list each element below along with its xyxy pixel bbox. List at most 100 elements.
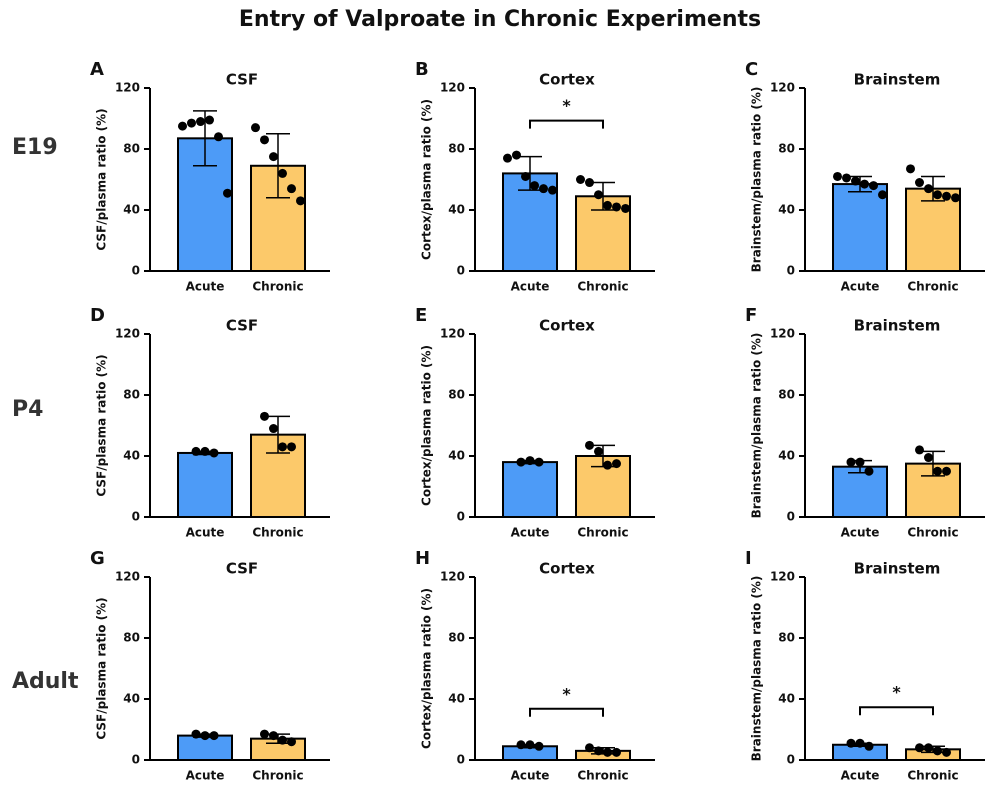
y-tick-label: 80	[123, 142, 140, 156]
chart-title: CSF	[226, 71, 258, 89]
panel-letter: F	[745, 305, 757, 326]
chart-title: Brainstem	[854, 560, 941, 578]
axes	[804, 334, 985, 518]
chart-title: Brainstem	[854, 71, 941, 89]
data-point	[205, 115, 214, 125]
y-tick-label: 40	[778, 449, 795, 463]
bar	[502, 461, 558, 519]
x-tick-label: Chronic	[252, 526, 303, 540]
data-point	[209, 731, 219, 741]
y-tick-label: 40	[448, 692, 465, 706]
data-point	[924, 453, 933, 463]
axes	[474, 577, 655, 761]
data-point	[585, 743, 594, 753]
axes	[474, 88, 655, 272]
data-point	[594, 446, 603, 456]
bar	[905, 187, 961, 272]
x-tick-label: Chronic	[907, 280, 958, 294]
y-tick-label: 0	[787, 510, 795, 524]
data-point	[512, 150, 521, 160]
y-tick-label: 120	[115, 327, 140, 341]
significance-label: *	[562, 96, 571, 115]
data-point	[842, 173, 851, 183]
panel-letter: A	[90, 59, 104, 80]
data-point	[585, 178, 594, 188]
y-axis-label: Cortex/plasma ratio (%)	[420, 99, 434, 260]
y-tick-label: 0	[787, 264, 795, 278]
panel-letter: E	[415, 305, 427, 326]
data-point	[539, 184, 548, 194]
data-point	[269, 731, 278, 741]
y-tick-label: 0	[787, 753, 795, 767]
significance-bracket	[859, 706, 934, 716]
data-point	[942, 466, 951, 476]
y-tick-label: 40	[123, 449, 140, 463]
bar	[832, 183, 888, 272]
data-point	[178, 121, 187, 131]
y-tick-label: 0	[457, 753, 465, 767]
row-label: P4	[12, 397, 43, 422]
data-point	[214, 132, 223, 142]
x-tick-label: Chronic	[907, 769, 958, 783]
y-tick-label: 80	[123, 631, 140, 645]
data-point	[864, 741, 874, 751]
data-point	[196, 117, 205, 127]
row-label: E19	[12, 135, 58, 160]
data-point	[521, 171, 530, 181]
x-tick-label: Chronic	[907, 526, 958, 540]
y-axis-label: Cortex/plasma ratio (%)	[420, 345, 434, 506]
x-tick-label: Chronic	[577, 526, 628, 540]
y-axis-label: Brainstem/plasma ratio (%)	[750, 333, 764, 519]
data-point	[924, 184, 933, 194]
data-point	[603, 200, 612, 210]
x-tick-label: Acute	[186, 526, 225, 540]
data-point	[516, 457, 526, 467]
y-tick-label: 80	[778, 631, 795, 645]
data-point	[612, 202, 621, 212]
y-tick-label: 120	[440, 570, 465, 584]
data-point	[534, 457, 544, 467]
row-label: Adult	[12, 669, 79, 694]
x-tick-label: Acute	[186, 769, 225, 783]
data-point	[915, 178, 924, 188]
data-point	[864, 466, 874, 476]
x-tick-label: Acute	[841, 280, 880, 294]
data-point	[594, 190, 603, 200]
data-point	[503, 153, 512, 163]
x-tick-label: Chronic	[577, 280, 628, 294]
x-tick-label: Acute	[841, 769, 880, 783]
y-tick-label: 0	[132, 510, 140, 524]
data-point	[621, 203, 630, 213]
data-point	[548, 185, 557, 195]
x-tick-label: Acute	[186, 280, 225, 294]
y-axis-label: CSF/plasma ratio (%)	[95, 354, 109, 496]
significance-bracket	[529, 707, 604, 717]
panel-letter: C	[745, 59, 758, 80]
y-axis-label: Brainstem/plasma ratio (%)	[750, 87, 764, 273]
data-point	[278, 442, 287, 452]
error-bar	[518, 155, 542, 191]
significance-label: *	[892, 683, 901, 702]
axes	[474, 334, 655, 518]
y-tick-label: 120	[770, 327, 795, 341]
data-point	[851, 176, 860, 186]
data-point	[530, 181, 539, 191]
data-point	[287, 737, 296, 747]
y-axis-label: CSF/plasma ratio (%)	[95, 597, 109, 739]
bar	[177, 451, 233, 519]
data-point	[933, 746, 942, 756]
data-point	[906, 164, 915, 174]
axes	[149, 88, 330, 272]
data-point	[287, 442, 296, 452]
panel-letter: I	[745, 548, 752, 569]
data-point	[269, 424, 278, 434]
data-point	[223, 188, 232, 198]
y-tick-label: 80	[448, 142, 465, 156]
chart-title: Cortex	[539, 71, 595, 89]
data-point	[187, 118, 196, 128]
axes	[804, 577, 985, 761]
data-point	[915, 445, 924, 455]
chart-title: CSF	[226, 560, 258, 578]
y-axis-label: Brainstem/plasma ratio (%)	[750, 576, 764, 762]
y-tick-label: 0	[457, 264, 465, 278]
